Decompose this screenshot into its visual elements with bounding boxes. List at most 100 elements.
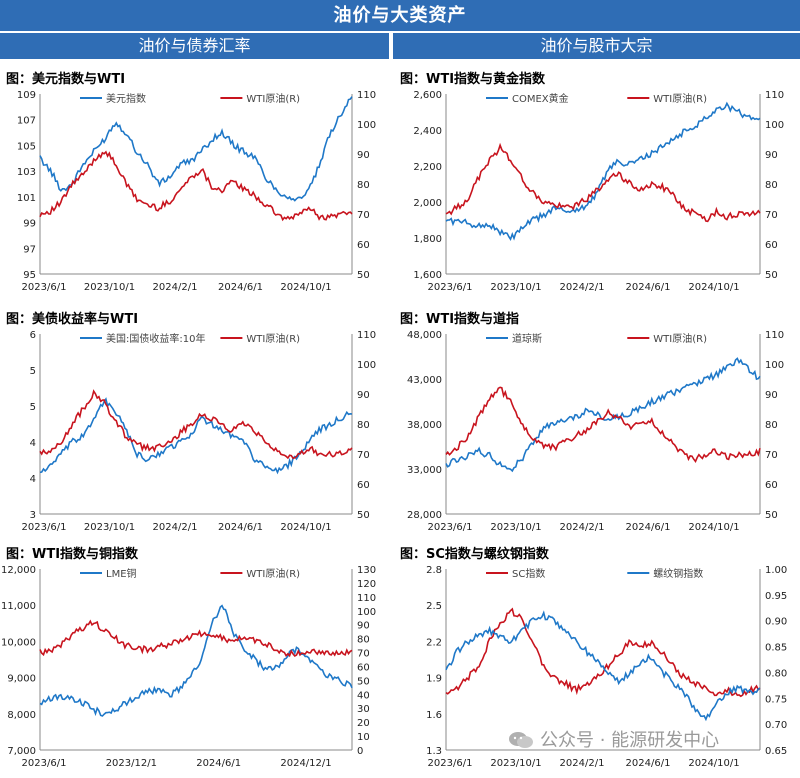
chart-title: 图：美元指数与WTI	[6, 72, 126, 87]
chart-svg: 7,000 8,000 9,000 10,000 11,000 12,000 0 10 20 30…	[1, 565, 376, 769]
y-tick-label: 109	[17, 90, 36, 101]
x-tick-label: 2023/6/1	[428, 758, 473, 769]
y2-tick-label: 50	[765, 510, 778, 521]
x-tick-label: 2024/6/1	[196, 758, 241, 769]
y-tick-label: 11,000	[1, 601, 36, 612]
x-tick-label: 2023/6/1	[22, 522, 67, 533]
chart-svg: 1,600 1,800 2,000 2,200 2,400 2,600 50 60 70 80 90…	[413, 90, 784, 293]
y-tick-label: 4	[30, 438, 36, 449]
y2-tick-label: 100	[765, 360, 784, 371]
series-line	[39, 397, 353, 475]
y2-tick-label: 60	[765, 480, 778, 491]
x-tick-label: 2023/10/1	[490, 758, 541, 769]
y2-tick-label: 60	[357, 662, 370, 673]
y2-tick-label: 90	[357, 150, 370, 161]
x-tick-label: 2023/10/1	[490, 522, 541, 533]
y2-tick-label: 0	[357, 746, 363, 757]
chart-title: 图：WTI指数与铜指数	[6, 547, 139, 562]
chart-svg: 28,000 33,000 38,000 43,000 48,000 50 60 70 80 90…	[407, 330, 784, 533]
y-tick-label: 95	[23, 270, 36, 281]
chart-panel-usd-wti: 图：美元指数与WTI 95 97 99 101 103 105 107 109 50 60 70 80…	[0, 66, 392, 298]
x-tick-label: 2023/12/1	[106, 758, 157, 769]
x-tick-label: 2023/6/1	[428, 282, 473, 293]
y-tick-label: 2.8	[426, 565, 442, 576]
chart-panel-wti-copper: 图：WTI指数与铜指数 7,000 8,000 9,000 10,000 11,000 1…	[0, 541, 392, 774]
legend-label: WTI原油(R)	[653, 92, 707, 105]
y2-tick-label: 110	[357, 330, 376, 341]
y2-tick-label: 100	[357, 607, 376, 618]
y2-tick-label: 110	[357, 593, 376, 604]
y2-tick-label: 90	[765, 390, 778, 401]
watermark: 公众号 · 能源研发中心	[540, 726, 719, 752]
series-line	[445, 142, 761, 223]
chart-title: 图：WTI指数与黄金指数	[400, 72, 546, 87]
y-tick-label: 107	[17, 116, 36, 127]
legend-label: LME铜	[106, 568, 137, 580]
y2-tick-label: 0.85	[765, 643, 787, 654]
y-tick-label: 2,200	[413, 162, 442, 173]
y2-tick-label: 70	[357, 450, 370, 461]
y2-tick-label: 60	[765, 240, 778, 251]
y-tick-label: 103	[17, 167, 36, 178]
y2-tick-label: 1.00	[765, 565, 787, 576]
y2-tick-label: 60	[357, 240, 370, 251]
y2-tick-label: 60	[357, 480, 370, 491]
series-line	[445, 610, 761, 722]
legend-label: COMEX黄金	[512, 92, 569, 105]
y2-tick-label: 90	[357, 621, 370, 632]
series-line	[445, 386, 761, 463]
x-tick-label: 2024/6/1	[218, 522, 263, 533]
y-tick-label: 105	[17, 141, 36, 152]
chart-svg: 1.3 1.6 1.9 2.2 2.5 2.8 0.65 0.70 0.75 0.80 0.85 0.…	[426, 565, 787, 769]
x-tick-label: 2024/6/1	[626, 522, 671, 533]
y-tick-label: 12,000	[1, 565, 36, 576]
y-tick-label: 1,600	[413, 270, 442, 281]
x-tick-label: 2024/10/1	[280, 282, 331, 293]
y2-tick-label: 80	[765, 420, 778, 431]
y-tick-label: 101	[17, 193, 36, 204]
y2-tick-label: 50	[357, 510, 370, 521]
x-tick-label: 2023/10/1	[84, 282, 135, 293]
x-tick-label: 2024/10/1	[280, 522, 331, 533]
y2-tick-label: 100	[765, 120, 784, 131]
y-tick-label: 99	[23, 219, 36, 230]
chart-panel-wti-dow: 图：WTI指数与道指 28,000 33,000 38,000 43,000 48,00…	[394, 306, 800, 538]
legend-label: 道琼斯	[512, 332, 542, 345]
y2-tick-label: 30	[357, 704, 370, 715]
y2-tick-label: 70	[765, 210, 778, 221]
x-tick-label: 2024/2/1	[560, 282, 605, 293]
chart-title: 图：美债收益率与WTI	[6, 312, 139, 327]
x-tick-label: 2023/6/1	[22, 758, 67, 769]
series-line	[39, 150, 353, 222]
y-tick-label: 5	[30, 402, 36, 413]
x-tick-label: 2024/12/1	[280, 758, 331, 769]
y-tick-label: 28,000	[407, 510, 442, 521]
y2-tick-label: 50	[765, 270, 778, 281]
y2-tick-label: 80	[357, 180, 370, 191]
y2-tick-label: 20	[357, 718, 370, 729]
y2-tick-label: 100	[357, 120, 376, 131]
section-stocks-commodities: 油价与股市大宗	[393, 33, 800, 59]
y2-tick-label: 90	[357, 390, 370, 401]
y-tick-label: 2.2	[426, 637, 442, 648]
chart-panel-wti-gold: 图：WTI指数与黄金指数 1,600 1,800 2,000 2,200 2,400 2,…	[394, 66, 800, 298]
section-bonds-fx: 油价与债券汇率	[0, 33, 389, 59]
y-tick-label: 10,000	[1, 637, 36, 648]
x-tick-label: 2023/6/1	[22, 282, 67, 293]
y-tick-label: 7,000	[7, 746, 36, 757]
series-line	[445, 101, 761, 241]
legend-label: WTI原油(R)	[246, 332, 300, 345]
main-banner: 油价与大类资产	[0, 0, 800, 31]
x-tick-label: 2023/10/1	[490, 282, 541, 293]
series-line	[445, 357, 761, 473]
y2-tick-label: 0.65	[765, 746, 787, 757]
legend-label: SC指数	[512, 567, 545, 580]
chart-svg: 95 97 99 101 103 105 107 109 50 60 70 80 90 100 110 202…	[17, 90, 376, 293]
y2-tick-label: 110	[765, 90, 784, 101]
x-tick-label: 2024/10/1	[688, 282, 739, 293]
y2-tick-label: 120	[357, 579, 376, 590]
y-tick-label: 5	[30, 366, 36, 377]
y-tick-label: 1.3	[426, 746, 442, 757]
y2-tick-label: 0.75	[765, 694, 787, 705]
series-line	[445, 607, 761, 698]
